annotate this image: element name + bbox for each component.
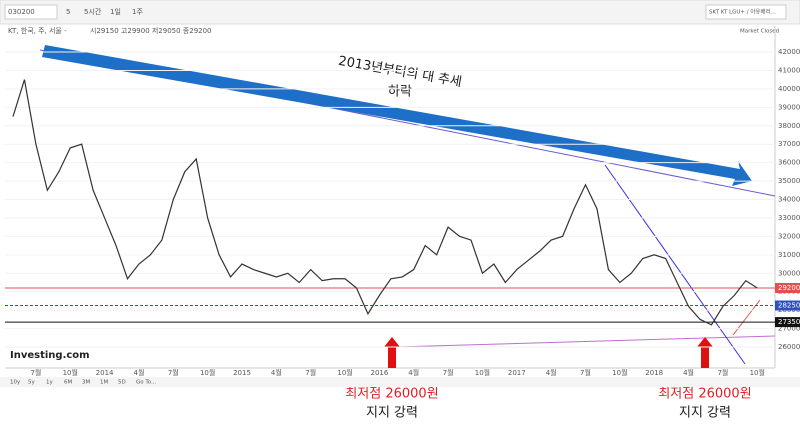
x-tick-label: 10월 — [750, 368, 765, 377]
range-button[interactable]: 3M — [82, 380, 90, 386]
y-tick-label: 39000 — [778, 103, 800, 111]
annotation: 지지 강력 — [679, 406, 731, 421]
annotation: 지지 강력 — [366, 406, 418, 421]
y-tick-label: 31000 — [778, 251, 800, 259]
x-tick-label: 10월 — [63, 368, 78, 377]
price-tag-label: 28250 — [778, 302, 800, 310]
y-tick-label: 30000 — [778, 269, 800, 277]
support-line — [394, 335, 776, 348]
range-button[interactable]: 10y — [10, 380, 21, 386]
x-tick-label: 7월 — [717, 368, 728, 377]
range-button[interactable]: 1y — [46, 380, 53, 386]
x-tick-label: 7월 — [305, 368, 316, 377]
arrow — [697, 337, 713, 368]
x-tick-label: 4월 — [133, 368, 144, 377]
y-tick-label: 33000 — [778, 214, 800, 222]
x-tick-label: 10월 — [337, 368, 352, 377]
x-tick-label: 2015 — [233, 369, 251, 377]
range-bar — [0, 377, 800, 387]
ohlc-text: 시29150 고29900 저29050 종29200 — [90, 26, 212, 35]
toolbar — [0, 0, 800, 25]
interval[interactable]: 5시간 — [84, 7, 102, 16]
x-tick-label: 4월 — [546, 368, 557, 377]
y-tick-label: 37000 — [778, 140, 800, 148]
x-tick-label: 4월 — [271, 368, 282, 377]
symbol-box[interactable] — [4, 4, 58, 20]
x-tick-label: 10월 — [200, 368, 215, 377]
interval[interactable]: 5 — [66, 8, 70, 16]
price-tag — [775, 300, 800, 311]
interval[interactable]: 1주 — [132, 8, 143, 16]
x-tick-label: 2017 — [508, 369, 526, 377]
compare: SKT KT LGU+ / 아유배리... — [709, 8, 776, 16]
price-line-series — [12, 79, 758, 326]
x-tick-label: 7월 — [580, 368, 591, 377]
trend-arrow — [42, 45, 752, 186]
y-tick-label: 27000 — [778, 325, 800, 333]
y-tick-label: 42000 — [778, 48, 800, 56]
y-tick-label: 38000 — [778, 122, 800, 130]
x-tick-label: 7월 — [168, 368, 179, 377]
y-tick-label: 40000 — [778, 85, 800, 93]
compare-box[interactable] — [705, 4, 787, 20]
range-button[interactable]: 6M — [64, 380, 72, 386]
x-tick-label: 4월 — [408, 368, 419, 377]
annotation: 최저점 26000원 — [345, 387, 438, 402]
x-tick-label: 7월 — [443, 368, 454, 377]
interval[interactable]: 1일 — [110, 7, 121, 16]
x-tick-label: 2014 — [96, 369, 114, 377]
symbol: 030200 — [8, 8, 35, 16]
range-button[interactable]: 5y — [28, 380, 35, 386]
price-tag-label: 29200 — [778, 284, 800, 292]
y-tick-label: 32000 — [778, 232, 800, 240]
annotation: 하락 — [388, 85, 412, 100]
x-tick-label: 10월 — [612, 368, 627, 377]
x-tick-label: 2016 — [370, 369, 388, 377]
x-tick-label: 4월 — [683, 368, 694, 377]
y-tick-label: 36000 — [778, 159, 800, 167]
y-tick-label: 35000 — [778, 177, 800, 185]
range-button[interactable]: 5D — [118, 380, 126, 386]
arrow — [384, 337, 400, 368]
x-tick-label: 7월 — [30, 368, 41, 377]
price-tag — [775, 317, 800, 328]
legend-title: KT, 한국, 주, 서울 - — [8, 26, 67, 35]
brand: Investing.com — [10, 350, 90, 361]
trend-line — [604, 164, 746, 365]
price-tag-label: 27350 — [778, 318, 800, 326]
y-tick-label: 26000 — [778, 343, 800, 351]
range-button[interactable]: Go To... — [136, 380, 157, 386]
y-tick-label: 34000 — [778, 196, 800, 204]
range-button[interactable]: 1M — [100, 380, 108, 386]
market-status: Market Closed — [740, 29, 779, 35]
annotation: 최저점 26000원 — [658, 387, 751, 402]
x-tick-label: 10월 — [475, 368, 490, 377]
y-tick-label: 41000 — [778, 66, 800, 74]
price-tag — [775, 283, 800, 293]
x-tick-label: 2018 — [645, 369, 663, 377]
